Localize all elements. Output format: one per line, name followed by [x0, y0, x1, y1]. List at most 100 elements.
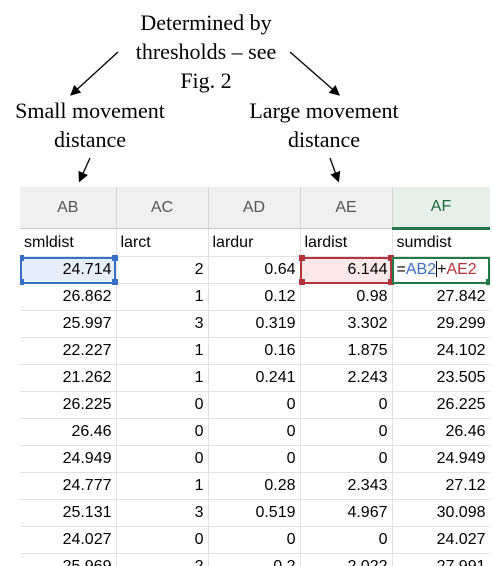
cell-ac11[interactable]: 3	[116, 499, 209, 527]
annotation-large-movement: Large movement distance	[232, 96, 416, 154]
cell-ab11[interactable]: 25.131	[20, 499, 117, 527]
cell-ae11[interactable]: 4.967	[300, 499, 393, 527]
cell-ac12[interactable]: 0	[116, 526, 209, 554]
cell-ad6[interactable]: 0.241	[208, 364, 301, 392]
cell-af2-formula-editor[interactable]: =AB2+AE2	[392, 256, 490, 285]
cell-af8[interactable]: 26.46	[392, 418, 490, 446]
table-row: 24.714 2 0.64 6.144 =AB2+AE2	[20, 255, 490, 285]
selection-handle[interactable]	[387, 279, 394, 285]
selection-handle[interactable]	[20, 255, 24, 261]
cell-ac3[interactable]: 1	[116, 283, 209, 311]
cell-ae2[interactable]: 6.144	[298, 255, 394, 285]
cell-ae8[interactable]: 0	[300, 418, 393, 446]
column-header-af[interactable]: AF	[392, 187, 490, 230]
cell-ad7[interactable]: 0	[208, 391, 301, 419]
cell-ae6[interactable]: 2.243	[300, 364, 393, 392]
cell-ab3[interactable]: 26.862	[20, 283, 117, 311]
cell-af12[interactable]: 24.027	[392, 526, 490, 554]
cell-ad3[interactable]: 0.12	[208, 283, 301, 311]
cell-ac7[interactable]: 0	[116, 391, 209, 419]
cell-ae3[interactable]: 0.98	[300, 283, 393, 311]
fill-handle[interactable]	[485, 279, 490, 285]
selection-handle[interactable]	[298, 279, 305, 285]
selection-handle[interactable]	[111, 279, 118, 285]
cell-ae12[interactable]: 0	[300, 526, 393, 554]
cell-af7[interactable]: 26.225	[392, 391, 490, 419]
cell-ab7[interactable]: 26.225	[20, 391, 117, 419]
cell-ae9[interactable]: 0	[300, 445, 393, 473]
cell-ac10[interactable]: 1	[116, 472, 209, 500]
cell-ad12[interactable]: 0	[208, 526, 301, 554]
formula-operator: +	[437, 261, 447, 278]
arrow-to-col-ab	[78, 157, 91, 183]
cell-ac9[interactable]: 0	[116, 445, 209, 473]
selection-handle[interactable]	[111, 255, 118, 261]
arrow-to-col-ae	[329, 157, 341, 183]
cell-ae4[interactable]: 3.302	[300, 310, 393, 338]
cell-ad11[interactable]: 0.519	[208, 499, 301, 527]
cell-af9[interactable]: 24.949	[392, 445, 490, 473]
cell-ab8[interactable]: 26.46	[20, 418, 117, 446]
column-header-ab[interactable]: AB	[20, 187, 117, 229]
selection-handle[interactable]	[298, 255, 305, 261]
table-row: 26.862 1 0.12 0.98 27.842	[20, 283, 490, 311]
cell-header-smldist[interactable]: smldist	[20, 228, 117, 257]
cell-ab5[interactable]: 22.227	[20, 337, 117, 365]
cell-ae7[interactable]: 0	[300, 391, 393, 419]
cell-ae5[interactable]: 1.875	[300, 337, 393, 365]
column-header-ac[interactable]: AC	[116, 187, 209, 229]
table-row: 26.46 0 0 0 26.46	[20, 418, 490, 446]
header-row: smldist larct lardur lardist sumdist	[20, 228, 490, 257]
cell-ab6[interactable]: 21.262	[20, 364, 117, 392]
table-row: 24.027 0 0 0 24.027	[20, 526, 490, 554]
table-row: 25.131 3 0.519 4.967 30.098	[20, 499, 490, 527]
column-header-ae[interactable]: AE	[300, 187, 393, 229]
cell-ac5[interactable]: 1	[116, 337, 209, 365]
cell-af3[interactable]: 27.842	[392, 283, 490, 311]
cell-ac13[interactable]: 2	[116, 553, 209, 566]
cell-ab4[interactable]: 25.997	[20, 310, 117, 338]
selection-handle[interactable]	[20, 279, 24, 285]
cell-ad9[interactable]: 0	[208, 445, 301, 473]
cell-af10[interactable]: 27.12	[392, 472, 490, 500]
cell-ac6[interactable]: 1	[116, 364, 209, 392]
cell-ab12[interactable]: 24.027	[20, 526, 117, 554]
annotation-line: Fig. 2	[180, 68, 232, 93]
cell-af13[interactable]: 27.991	[392, 553, 490, 566]
cell-ad5[interactable]: 0.16	[208, 337, 301, 365]
cell-header-sumdist[interactable]: sumdist	[392, 228, 490, 257]
cell-ae13[interactable]: 2.022	[300, 553, 393, 566]
cell-header-lardist[interactable]: lardist	[300, 228, 393, 257]
text-caret	[436, 261, 438, 277]
cell-ac8[interactable]: 0	[116, 418, 209, 446]
cell-header-lardur[interactable]: lardur	[208, 228, 301, 257]
cell-ad4[interactable]: 0.319	[208, 310, 301, 338]
annotation-thresholds: Determined by thresholds – see Fig. 2	[100, 8, 312, 95]
table-row: 21.262 1 0.241 2.243 23.505	[20, 364, 490, 392]
cell-af4[interactable]: 29.299	[392, 310, 490, 338]
cell-ac2[interactable]: 2	[116, 256, 209, 284]
cell-ad13[interactable]: 0.2	[208, 553, 301, 566]
cell-ab9[interactable]: 24.949	[20, 445, 117, 473]
cell-ab2[interactable]: 24.714	[20, 255, 118, 285]
cell-af11[interactable]: 30.098	[392, 499, 490, 527]
cell-ad10[interactable]: 0.28	[208, 472, 301, 500]
column-header-row: AB AC AD AE AF	[20, 187, 490, 230]
cell-ae10[interactable]: 2.343	[300, 472, 393, 500]
cell-ab10[interactable]: 24.777	[20, 472, 117, 500]
cell-ac4[interactable]: 3	[116, 310, 209, 338]
table-row: 24.777 1 0.28 2.343 27.12	[20, 472, 490, 500]
spreadsheet-grid: AB AC AD AE AF smldist larct lardur lard…	[20, 187, 490, 566]
cell-af6[interactable]: 23.505	[392, 364, 490, 392]
cell-ad8[interactable]: 0	[208, 418, 301, 446]
cell-header-larct[interactable]: larct	[116, 228, 209, 257]
table-row: 22.227 1 0.16 1.875 24.102	[20, 337, 490, 365]
column-header-ad[interactable]: AD	[208, 187, 301, 229]
arrow-to-small	[70, 51, 119, 96]
cell-af5[interactable]: 24.102	[392, 337, 490, 365]
cell-ab13[interactable]: 25.969	[20, 553, 117, 566]
spreadsheet[interactable]: AB AC AD AE AF smldist larct lardur lard…	[20, 187, 490, 566]
selection-handle[interactable]	[387, 255, 394, 261]
cell-ad2[interactable]: 0.64	[208, 256, 301, 284]
